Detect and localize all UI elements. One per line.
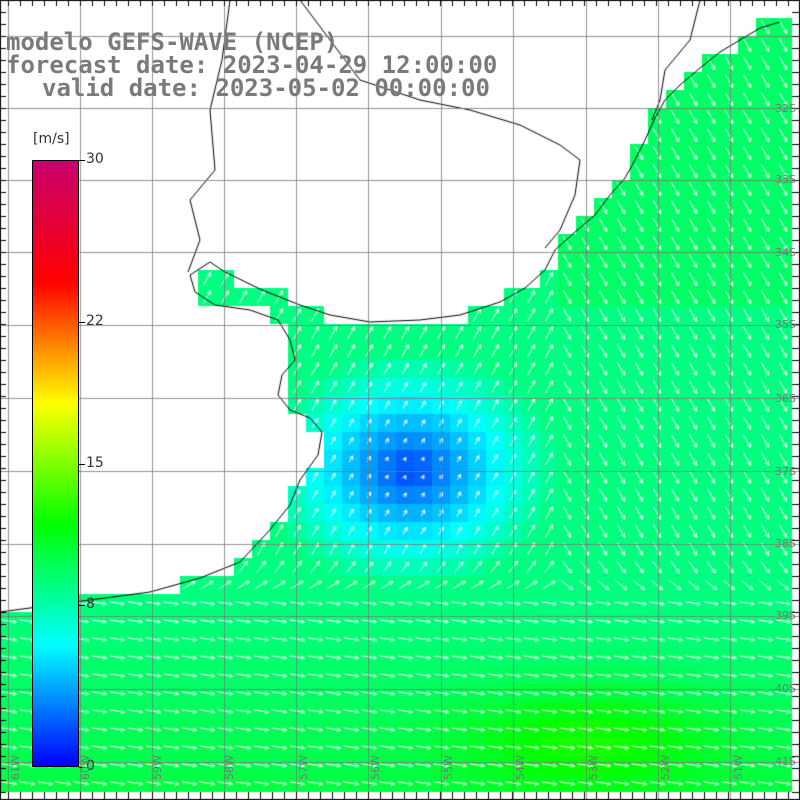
latitude-label: 36S <box>775 392 796 405</box>
forecast-date: forecast date: 2023-04-29 12:00:00 <box>6 51 498 79</box>
longitude-label: 53W <box>587 755 600 780</box>
colorbar-tick-mark <box>79 605 85 607</box>
longitude-label: 54W <box>514 755 527 780</box>
colorbar-tick-mark <box>79 767 85 768</box>
valid-date: valid date: 2023-05-02 00:00:00 <box>42 74 490 102</box>
latitude-label: 41S <box>775 755 796 768</box>
colorbar-unit: [m/s] <box>33 131 70 147</box>
colorbar-tick-label: 22 <box>86 312 104 329</box>
longitude-label: 61W <box>9 755 22 780</box>
latitude-label: 38S <box>775 537 796 550</box>
longitude-label: 59W <box>151 755 164 780</box>
longitude-label: 55W <box>442 755 455 780</box>
colorbar-tick-label: 8 <box>86 596 95 613</box>
longitude-label: 56W <box>369 755 382 780</box>
longitude-label: 51W <box>732 755 745 780</box>
latitude-label: 32S <box>775 102 796 115</box>
longitude-label: 60W <box>79 755 92 780</box>
longitude-label: 58W <box>223 755 236 780</box>
colorbar-tick-label: 0 <box>86 758 95 774</box>
model-title: modelo GEFS-WAVE (NCEP) <box>6 28 339 56</box>
latitude-label: 35S <box>775 318 796 331</box>
colorbar-tick-label: 15 <box>86 454 104 471</box>
longitude-label: 57W <box>297 755 310 780</box>
colorbar-tick-label: 30 <box>86 151 104 167</box>
latitude-label: 33S <box>775 173 796 186</box>
latitude-label: 40S <box>775 682 796 695</box>
longitude-label: 52W <box>659 755 672 780</box>
colorbar-tick-mark <box>79 160 85 161</box>
colorbar-tick-mark <box>79 321 85 323</box>
latitude-label: 39S <box>775 609 796 622</box>
latitude-label: 34S <box>775 246 796 259</box>
latitude-label: 37S <box>775 465 796 478</box>
colorbar-tick-mark <box>79 463 85 465</box>
colorbar <box>32 160 79 767</box>
